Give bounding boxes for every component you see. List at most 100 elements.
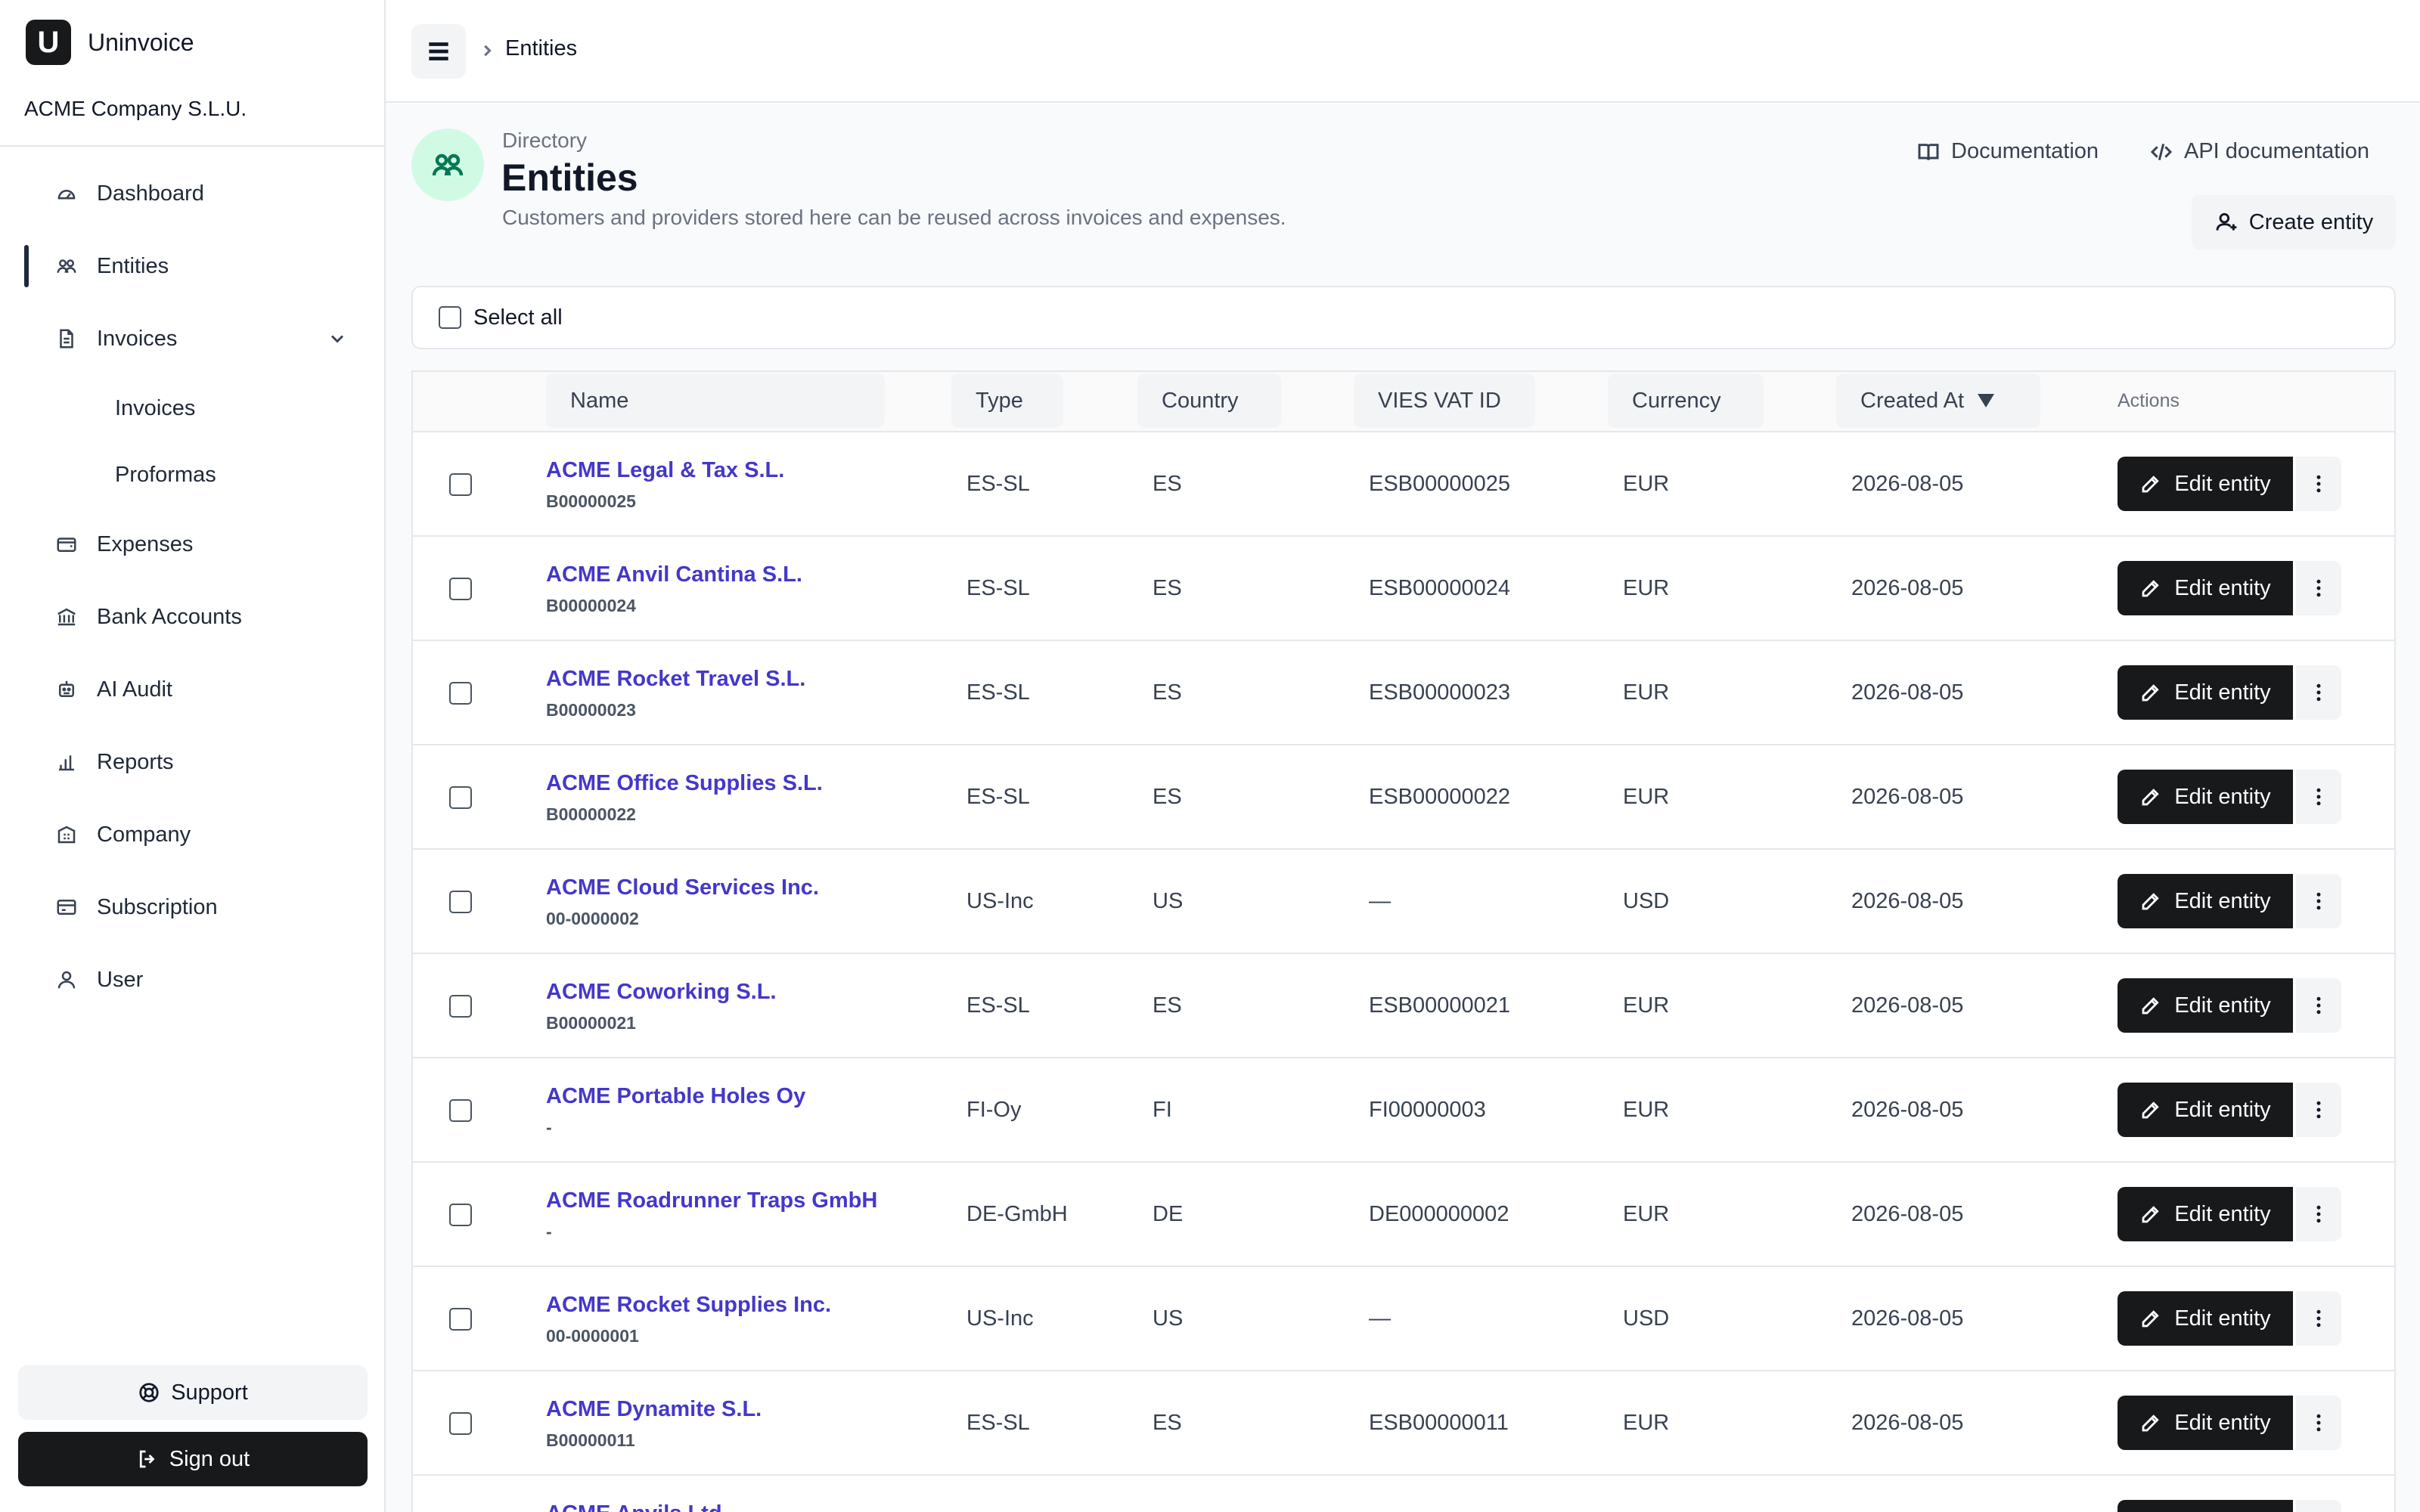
cell-country: FI [1153, 1098, 1172, 1122]
select-all-label[interactable]: Select all [473, 305, 563, 330]
edit-entity-button[interactable]: Edit entity [2118, 457, 2293, 511]
row-more-actions-button[interactable] [2296, 457, 2341, 511]
sidebar-item-ai-audit[interactable]: AI Audit [0, 653, 384, 726]
entity-tax-id: B00000025 [546, 491, 636, 511]
support-button[interactable]: Support [18, 1365, 368, 1420]
edit-entity-button[interactable]: Edit entity [2118, 978, 2293, 1033]
sidebar-item-user[interactable]: User [0, 943, 384, 1016]
row-checkbox[interactable] [449, 1412, 472, 1435]
row-more-actions-button[interactable] [2296, 1291, 2341, 1346]
sidebar-item-invoices[interactable]: Invoices [0, 302, 384, 375]
sidebar-item-label: Entities [97, 253, 169, 278]
row-more-actions-button[interactable] [2296, 874, 2341, 928]
row-checkbox[interactable] [449, 786, 472, 809]
sidebar-subitem-invoices[interactable]: Invoices [115, 395, 196, 420]
bar-chart-icon [54, 750, 79, 774]
row-more-actions-button[interactable] [2296, 1187, 2341, 1241]
row-more-actions-button[interactable] [2296, 1396, 2341, 1450]
row-checkbox[interactable] [449, 891, 472, 913]
edit-entity-button[interactable]: Edit entity [2118, 1500, 2293, 1512]
sidebar-item-subscription[interactable]: Subscription [0, 871, 384, 943]
api-documentation-link[interactable]: API documentation [2149, 139, 2369, 164]
menu-toggle-button[interactable] [411, 24, 466, 79]
row-more-actions-button[interactable] [2296, 978, 2341, 1033]
column-header-created-at[interactable]: Created At [1836, 373, 2040, 428]
entity-name-link[interactable]: ACME Coworking S.L. [546, 980, 777, 1004]
row-more-actions-button[interactable] [2296, 561, 2341, 615]
entity-name-link[interactable]: ACME Rocket Supplies Inc. [546, 1293, 832, 1317]
table-header: Name Type Country VIES VAT ID Currency C… [413, 372, 2394, 432]
documentation-link[interactable]: Documentation [1916, 139, 2099, 164]
row-checkbox[interactable] [449, 1308, 472, 1331]
entities-header-icon [411, 129, 484, 201]
sidebar-item-entities[interactable]: Entities [0, 230, 384, 302]
edit-entity-label: Edit entity [2174, 888, 2271, 913]
column-header-currency[interactable]: Currency [1608, 373, 1764, 428]
entity-name-link[interactable]: ACME Anvils Ltd [546, 1501, 722, 1512]
pencil-icon [2142, 684, 2160, 702]
row-checkbox[interactable] [449, 1204, 472, 1226]
entity-tax-id: - [546, 1117, 552, 1137]
support-label: Support [171, 1380, 248, 1405]
sidebar-item-company[interactable]: Company [0, 798, 384, 871]
edit-entity-button[interactable]: Edit entity [2118, 874, 2293, 928]
create-entity-button[interactable]: Create entity [2192, 195, 2396, 249]
brand-name: Uninvoice [88, 28, 194, 56]
row-checkbox[interactable] [449, 682, 472, 705]
entity-name-link[interactable]: ACME Office Supplies S.L. [546, 771, 823, 795]
cell-created-at: 2026-08-05 [1851, 1098, 1964, 1122]
sidebar-item-reports[interactable]: Reports [0, 726, 384, 798]
edit-entity-button[interactable]: Edit entity [2118, 1396, 2293, 1450]
entity-name-link[interactable]: ACME Anvil Cantina S.L. [546, 562, 802, 587]
edit-entity-button[interactable]: Edit entity [2118, 561, 2293, 615]
row-more-actions-button[interactable] [2296, 770, 2341, 824]
cell-created-at: 2026-08-05 [1851, 1411, 1964, 1435]
chevron-down-icon[interactable] [327, 328, 348, 349]
row-checkbox[interactable] [449, 995, 472, 1018]
entity-name-link[interactable]: ACME Dynamite S.L. [546, 1397, 762, 1421]
column-header-type[interactable]: Type [951, 373, 1063, 428]
edit-entity-button[interactable]: Edit entity [2118, 1187, 2293, 1241]
sidebar-item-label: Company [97, 822, 191, 847]
entity-tax-id: 00-0000002 [546, 909, 639, 928]
column-header-country[interactable]: Country [1137, 373, 1281, 428]
entity-name-link[interactable]: ACME Cloud Services Inc. [546, 875, 819, 900]
cell-currency: EUR [1623, 1411, 1670, 1435]
sign-out-icon [136, 1448, 159, 1470]
cell-created-at: 2026-08-05 [1851, 680, 1964, 705]
row-checkbox[interactable] [449, 473, 472, 496]
entities-table: Name Type Country VIES VAT ID Currency C… [411, 370, 2396, 1512]
sidebar-subitem-proformas[interactable]: Proformas [115, 462, 216, 487]
entity-tax-id: B00000022 [546, 804, 636, 824]
column-header-name[interactable]: Name [546, 373, 885, 428]
breadcrumb-current[interactable]: Entities [505, 36, 578, 60]
page-eyebrow: Directory [502, 129, 588, 152]
sidebar-nav: Dashboard Entities Invoices Invoices Pro… [0, 157, 384, 1016]
entity-name-link[interactable]: ACME Rocket Travel S.L. [546, 667, 806, 691]
sign-out-button[interactable]: Sign out [18, 1432, 368, 1486]
row-checkbox[interactable] [449, 578, 472, 600]
row-more-actions-button[interactable] [2296, 665, 2341, 720]
entity-name-link[interactable]: ACME Legal & Tax S.L. [546, 458, 785, 482]
company-name[interactable]: ACME Company S.L.U. [24, 97, 247, 120]
entity-name-link[interactable]: ACME Roadrunner Traps GmbH [546, 1188, 878, 1213]
entity-name-link[interactable]: ACME Portable Holes Oy [546, 1084, 806, 1108]
edit-entity-button[interactable]: Edit entity [2118, 1083, 2293, 1137]
column-header-vies-vat-id[interactable]: VIES VAT ID [1354, 373, 1535, 428]
brand[interactable]: U Uninvoice [26, 20, 194, 65]
sidebar-item-expenses[interactable]: Expenses [0, 508, 384, 581]
row-more-actions-button[interactable] [2296, 1083, 2341, 1137]
hamburger-icon [429, 42, 448, 60]
edit-entity-button[interactable]: Edit entity [2118, 665, 2293, 720]
code-icon [2150, 143, 2173, 160]
edit-entity-button[interactable]: Edit entity [2118, 770, 2293, 824]
row-more-actions-button[interactable] [2296, 1500, 2341, 1512]
sidebar-item-dashboard[interactable]: Dashboard [0, 157, 384, 230]
sidebar-item-bank-accounts[interactable]: Bank Accounts [0, 581, 384, 653]
more-vertical-icon [2316, 996, 2321, 1015]
select-all-checkbox[interactable] [439, 306, 461, 329]
table-row: ACME Portable Holes Oy - FI-Oy FI FI00000003… [413, 1058, 2394, 1163]
edit-entity-button[interactable]: Edit entity [2118, 1291, 2293, 1346]
row-checkbox[interactable] [449, 1099, 472, 1122]
bank-icon [54, 605, 79, 629]
